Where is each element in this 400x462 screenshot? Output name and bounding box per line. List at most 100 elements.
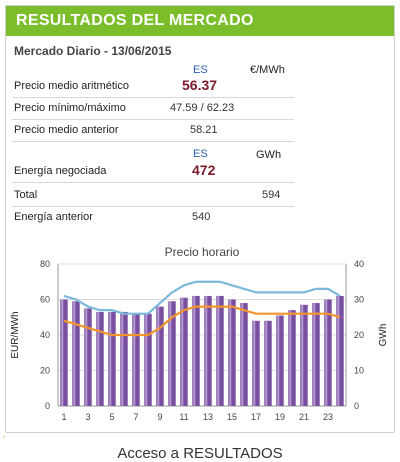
x-tick-label: 9 — [157, 412, 162, 422]
y2-tick-label: 40 — [354, 259, 364, 269]
x-tick-label: 11 — [179, 412, 188, 422]
price-bar — [324, 299, 332, 406]
y2-tick-label: 20 — [354, 330, 364, 340]
price-bar — [72, 301, 80, 406]
price-bar — [132, 313, 140, 406]
y2-tick-label: 10 — [354, 366, 364, 376]
x-tick-label: 19 — [275, 412, 285, 422]
col-header-es-2: ES — [193, 148, 208, 160]
energy-line-orange — [63, 305, 341, 337]
price-bar — [96, 311, 104, 406]
price-bar-highlight — [169, 301, 172, 406]
header-title: RESULTADOS DEL MERCADO — [16, 12, 254, 29]
y-tick-label: 80 — [40, 259, 50, 269]
price-bar-highlight — [133, 313, 136, 406]
col-header-energy-unit: GWh — [256, 149, 282, 161]
x-tick-label: 7 — [133, 412, 138, 422]
price-bar — [180, 297, 188, 406]
price-bar — [168, 301, 176, 406]
row-value: 47.59 / 62.23 — [170, 102, 235, 114]
price-bar-highlight — [313, 303, 316, 406]
price-bar — [216, 295, 224, 406]
price-bar-highlight — [265, 320, 268, 406]
row-label: Energía negociada — [14, 165, 107, 177]
price-bar-highlight — [217, 295, 220, 406]
market-results-panel: RESULTADOS DEL MERCADO Mercado Diario - … — [5, 5, 395, 433]
row-label: Precio medio anterior — [14, 124, 119, 136]
price-bar — [156, 306, 164, 406]
row-total: Total 594 — [12, 185, 294, 207]
price-bar — [228, 299, 236, 406]
row-label: Energía anterior — [14, 211, 93, 223]
y2-tick-label: 30 — [354, 295, 364, 305]
price-bar-highlight — [193, 295, 196, 406]
price-bar-highlight — [73, 301, 76, 406]
row-value: 58.21 — [190, 124, 218, 136]
energy-line-blue — [63, 280, 341, 315]
x-tick-label: 13 — [203, 412, 213, 422]
x-tick-label: 17 — [251, 412, 261, 422]
row-energia-anterior: Energía anterior 540 — [12, 207, 294, 228]
x-tick-label: 23 — [323, 412, 333, 422]
price-bar — [252, 320, 260, 406]
row-label: Precio mínimo/máximo — [14, 102, 126, 114]
row-energia-negociada: Energía negociada 472 — [12, 161, 294, 183]
price-bar — [60, 299, 68, 406]
y-tick-label: 20 — [40, 366, 50, 376]
price-bar-highlight — [241, 303, 244, 406]
price-bar-highlight — [97, 311, 100, 406]
results-access-link[interactable]: Acceso a RESULTADOS — [117, 445, 283, 462]
price-bar-highlight — [253, 320, 256, 406]
y-tick-label: 40 — [40, 330, 50, 340]
price-bar — [204, 295, 212, 406]
price-bar-highlight — [229, 299, 232, 406]
price-bar-highlight — [61, 299, 64, 406]
row-value: 472 — [192, 162, 216, 178]
price-bar-highlight — [289, 310, 292, 406]
price-bar-highlight — [301, 304, 304, 406]
x-tick-label: 3 — [85, 412, 90, 422]
price-bar-highlight — [337, 295, 340, 406]
chart-title: Precio horario — [165, 245, 240, 259]
price-bar — [192, 295, 200, 406]
price-bar-highlight — [85, 308, 88, 406]
price-bar — [264, 320, 272, 406]
row-value: 56.37 — [182, 77, 218, 93]
price-bar-highlight — [277, 315, 280, 406]
row-label: Total — [14, 189, 38, 201]
x-tick-label: 15 — [227, 412, 237, 422]
price-bar — [108, 311, 116, 406]
decorative-dot — [3, 436, 5, 438]
row-precio-min-max: Precio mínimo/máximo 47.59 / 62.23 — [12, 98, 294, 120]
price-bar — [120, 311, 128, 406]
row-value: 540 — [192, 211, 211, 223]
y2-tick-label: 0 — [354, 401, 359, 411]
row-precio-anterior: Precio medio anterior 58.21 — [12, 120, 294, 142]
col-header-price-unit: €/MWh — [250, 64, 285, 76]
price-bar — [240, 303, 248, 406]
price-bar — [84, 308, 92, 406]
y2-axis-label: GWh — [378, 324, 389, 347]
price-bar-highlight — [181, 297, 184, 406]
price-bar — [276, 315, 284, 406]
price-bar — [288, 310, 296, 406]
x-tick-label: 1 — [61, 412, 66, 422]
price-bar — [300, 304, 308, 406]
price-bar-highlight — [109, 311, 112, 406]
row-value: 594 — [262, 189, 281, 201]
price-bar-highlight — [325, 299, 328, 406]
price-bar-highlight — [157, 306, 160, 406]
x-tick-label: 21 — [299, 412, 309, 422]
y-tick-label: 0 — [45, 401, 50, 411]
price-bar-highlight — [145, 313, 148, 406]
col-header-es: ES — [193, 64, 208, 76]
y-tick-label: 60 — [40, 295, 50, 305]
row-label: Precio medio aritmético — [14, 80, 129, 92]
price-bar — [312, 303, 320, 406]
header-banner: RESULTADOS DEL MERCADO — [6, 6, 394, 36]
price-bar-highlight — [121, 311, 124, 406]
price-bar — [144, 313, 152, 406]
market-subtitle: Mercado Diario - 13/06/2015 — [14, 44, 172, 58]
x-tick-label: 5 — [109, 412, 114, 422]
